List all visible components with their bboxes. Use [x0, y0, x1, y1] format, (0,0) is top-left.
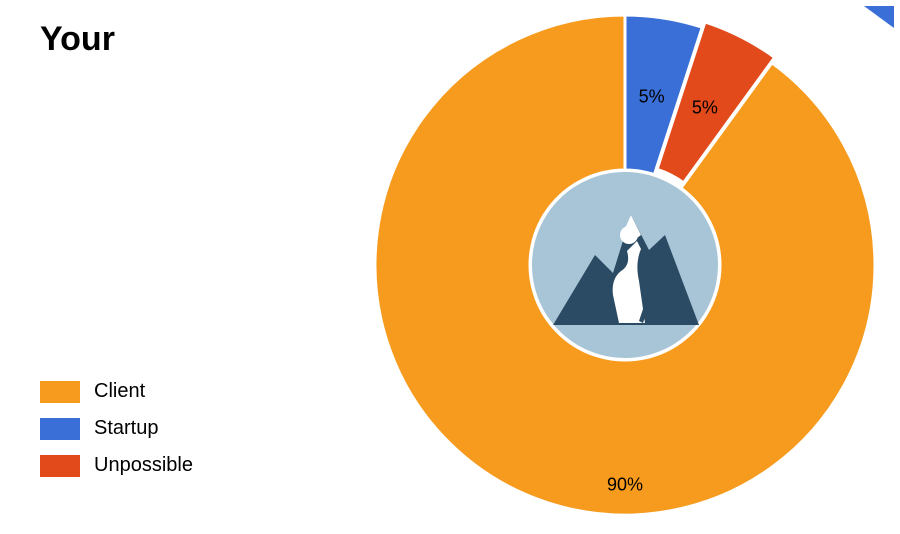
corner-marker-icon: [864, 6, 894, 28]
legend-item: Client: [40, 380, 193, 403]
legend-item: Startup: [40, 417, 193, 440]
legend: Client Startup Unpossible: [40, 380, 193, 491]
legend-swatch: [40, 418, 80, 440]
center-icon: [532, 172, 718, 358]
donut-svg: [370, 10, 880, 520]
page-title: Your: [40, 20, 115, 59]
slice-label-client: 90%: [607, 475, 643, 496]
legend-label: Client: [94, 380, 145, 403]
legend-item: Unpossible: [40, 454, 193, 477]
slice-label-startup: 5%: [639, 87, 665, 108]
legend-swatch: [40, 381, 80, 403]
legend-label: Startup: [94, 417, 158, 440]
legend-swatch: [40, 455, 80, 477]
slice-label-unpossible: 5%: [692, 98, 718, 119]
legend-label: Unpossible: [94, 454, 193, 477]
chart-container: Your Client Startup Unpossible 5% 5% 90%: [0, 0, 900, 534]
donut-chart: 5% 5% 90%: [370, 10, 880, 520]
